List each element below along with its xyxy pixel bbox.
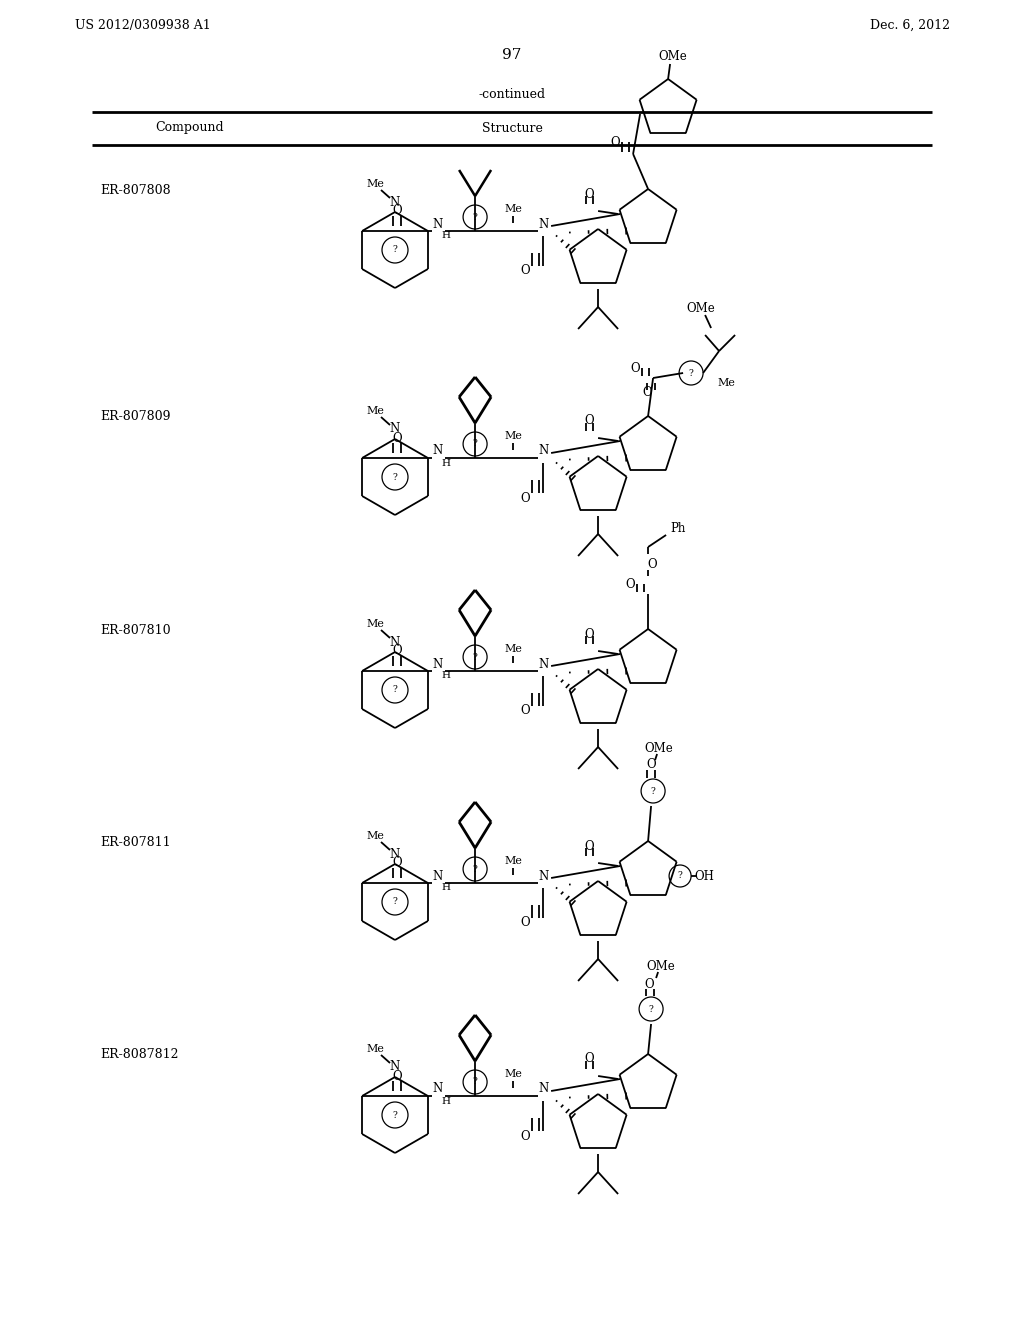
Text: N: N (432, 870, 442, 883)
Text: N: N (538, 445, 548, 458)
Text: O: O (631, 362, 640, 375)
Text: O: O (585, 414, 594, 428)
Text: H: H (441, 1097, 451, 1106)
Text: O: O (585, 1052, 594, 1065)
Text: O: O (585, 840, 594, 853)
Text: N: N (390, 847, 400, 861)
Text: ?: ? (473, 440, 477, 449)
Text: O: O (392, 1069, 401, 1082)
Text: Ph: Ph (671, 523, 686, 536)
Text: O: O (392, 432, 401, 445)
Text: O: O (520, 264, 529, 277)
Text: Me: Me (504, 205, 522, 214)
Text: ?: ? (650, 787, 655, 796)
Text: N: N (432, 445, 442, 458)
Text: OMe: OMe (647, 960, 676, 973)
Text: N: N (390, 635, 400, 648)
Text: Me: Me (717, 378, 735, 388)
Text: N: N (538, 657, 548, 671)
Text: H: H (441, 458, 451, 467)
Text: O: O (392, 857, 401, 870)
Text: Structure: Structure (481, 121, 543, 135)
Text: H: H (441, 883, 451, 892)
Text: OMe: OMe (687, 301, 716, 314)
Text: -continued: -continued (478, 88, 546, 102)
Text: N: N (538, 870, 548, 883)
Text: ?: ? (392, 246, 397, 255)
Text: O: O (392, 644, 401, 657)
Text: Me: Me (504, 432, 522, 441)
Text: Me: Me (504, 644, 522, 653)
Text: ?: ? (392, 685, 397, 694)
Text: O: O (644, 978, 654, 990)
Text: N: N (432, 218, 442, 231)
Text: O: O (626, 578, 635, 590)
Text: O: O (610, 136, 620, 149)
Text: N: N (432, 657, 442, 671)
Text: ?: ? (473, 652, 477, 661)
Text: N: N (390, 1060, 400, 1073)
Text: ?: ? (392, 1110, 397, 1119)
Text: ER-8087812: ER-8087812 (100, 1048, 178, 1061)
Text: OMe: OMe (658, 50, 687, 63)
Text: Dec. 6, 2012: Dec. 6, 2012 (870, 18, 950, 32)
Text: ?: ? (473, 865, 477, 874)
Text: Me: Me (504, 855, 522, 866)
Text: N: N (390, 195, 400, 209)
Text: OH: OH (694, 870, 714, 883)
Text: Me: Me (504, 1069, 522, 1078)
Text: ?: ? (689, 368, 693, 378)
Text: Me: Me (366, 1044, 384, 1053)
Text: N: N (538, 1082, 548, 1096)
Text: O: O (392, 205, 401, 218)
Text: H: H (441, 231, 451, 240)
Text: H: H (441, 672, 451, 681)
Text: 97: 97 (503, 48, 521, 62)
Text: O: O (642, 387, 652, 400)
Text: ER-807808: ER-807808 (100, 183, 171, 197)
Text: ?: ? (649, 1005, 653, 1014)
Text: ?: ? (473, 1077, 477, 1086)
Text: ?: ? (392, 473, 397, 482)
Text: Me: Me (366, 832, 384, 841)
Text: O: O (520, 916, 529, 929)
Text: O: O (585, 187, 594, 201)
Text: O: O (520, 491, 529, 504)
Text: ?: ? (678, 871, 682, 880)
Text: ER-807810: ER-807810 (100, 623, 171, 636)
Text: N: N (390, 422, 400, 436)
Text: ER-807811: ER-807811 (100, 836, 171, 849)
Text: ?: ? (473, 213, 477, 222)
Text: ?: ? (392, 898, 397, 907)
Text: Me: Me (366, 180, 384, 189)
Text: N: N (432, 1082, 442, 1096)
Text: Me: Me (366, 407, 384, 416)
Text: Compound: Compound (155, 121, 223, 135)
Text: O: O (647, 557, 657, 570)
Text: OMe: OMe (645, 742, 674, 755)
Text: O: O (520, 705, 529, 718)
Text: O: O (585, 627, 594, 640)
Text: US 2012/0309938 A1: US 2012/0309938 A1 (75, 18, 211, 32)
Text: O: O (520, 1130, 529, 1143)
Text: N: N (538, 218, 548, 231)
Text: Me: Me (366, 619, 384, 630)
Text: ER-807809: ER-807809 (100, 411, 171, 424)
Text: O: O (646, 758, 656, 771)
